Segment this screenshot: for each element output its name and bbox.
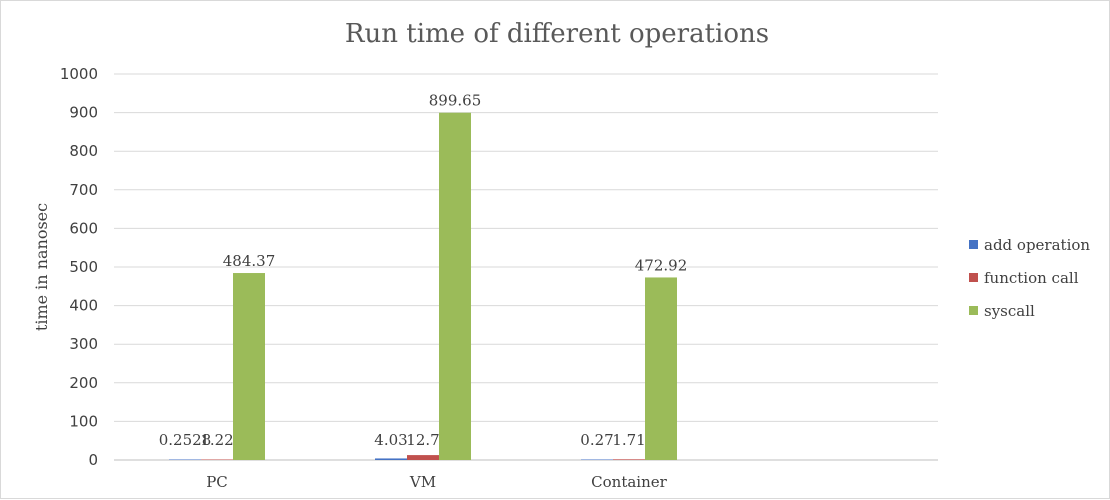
y-tick-label: 500 <box>69 258 98 276</box>
bar <box>613 459 645 460</box>
y-tick-label: 800 <box>69 142 98 160</box>
bar <box>375 458 407 460</box>
x-axis-ticks: PC VM Container <box>206 473 667 491</box>
x-tick-label: PC <box>206 473 228 491</box>
data-label: 4.03 <box>374 431 407 449</box>
y-tick-label: 700 <box>69 181 98 199</box>
bar <box>439 112 471 460</box>
y-tick-label: 600 <box>69 219 98 237</box>
data-label: 12.7 <box>406 431 439 449</box>
bar <box>645 277 677 460</box>
bar <box>169 459 201 460</box>
legend-swatch <box>969 306 978 315</box>
legend-label: add operation <box>984 236 1090 254</box>
data-label: 484.37 <box>223 252 276 270</box>
bar <box>581 459 613 460</box>
legend-label: syscall <box>984 302 1035 320</box>
legend-label: function call <box>984 269 1079 287</box>
y-tick-label: 300 <box>69 335 98 353</box>
bars <box>169 112 677 460</box>
x-tick-label: VM <box>409 473 436 491</box>
data-label: 472.92 <box>635 256 688 274</box>
y-tick-label: 400 <box>69 297 98 315</box>
legend: add operation function call syscall <box>969 236 1090 320</box>
legend-swatch <box>969 273 978 282</box>
data-label: 1.22 <box>200 431 233 449</box>
y-tick-label: 0 <box>88 451 98 469</box>
data-label: 0.2528 <box>159 431 212 449</box>
x-tick-label: Container <box>591 473 667 491</box>
bar <box>407 455 439 460</box>
chart-title: Run time of different operations <box>345 19 769 49</box>
y-axis-label: time in nanosec <box>32 203 51 331</box>
data-label: 899.65 <box>429 92 482 110</box>
bar <box>233 273 265 460</box>
y-tick-label: 1000 <box>60 65 98 83</box>
y-tick-label: 100 <box>69 412 98 430</box>
legend-swatch <box>969 240 978 249</box>
y-axis-ticks: 0 100 200 300 400 500 600 700 800 900 1000 <box>60 65 98 469</box>
bar <box>201 459 233 460</box>
y-tick-label: 900 <box>69 104 98 122</box>
data-label: 0.27 <box>580 431 613 449</box>
data-label: 1.71 <box>612 431 645 449</box>
y-tick-label: 200 <box>69 374 98 392</box>
